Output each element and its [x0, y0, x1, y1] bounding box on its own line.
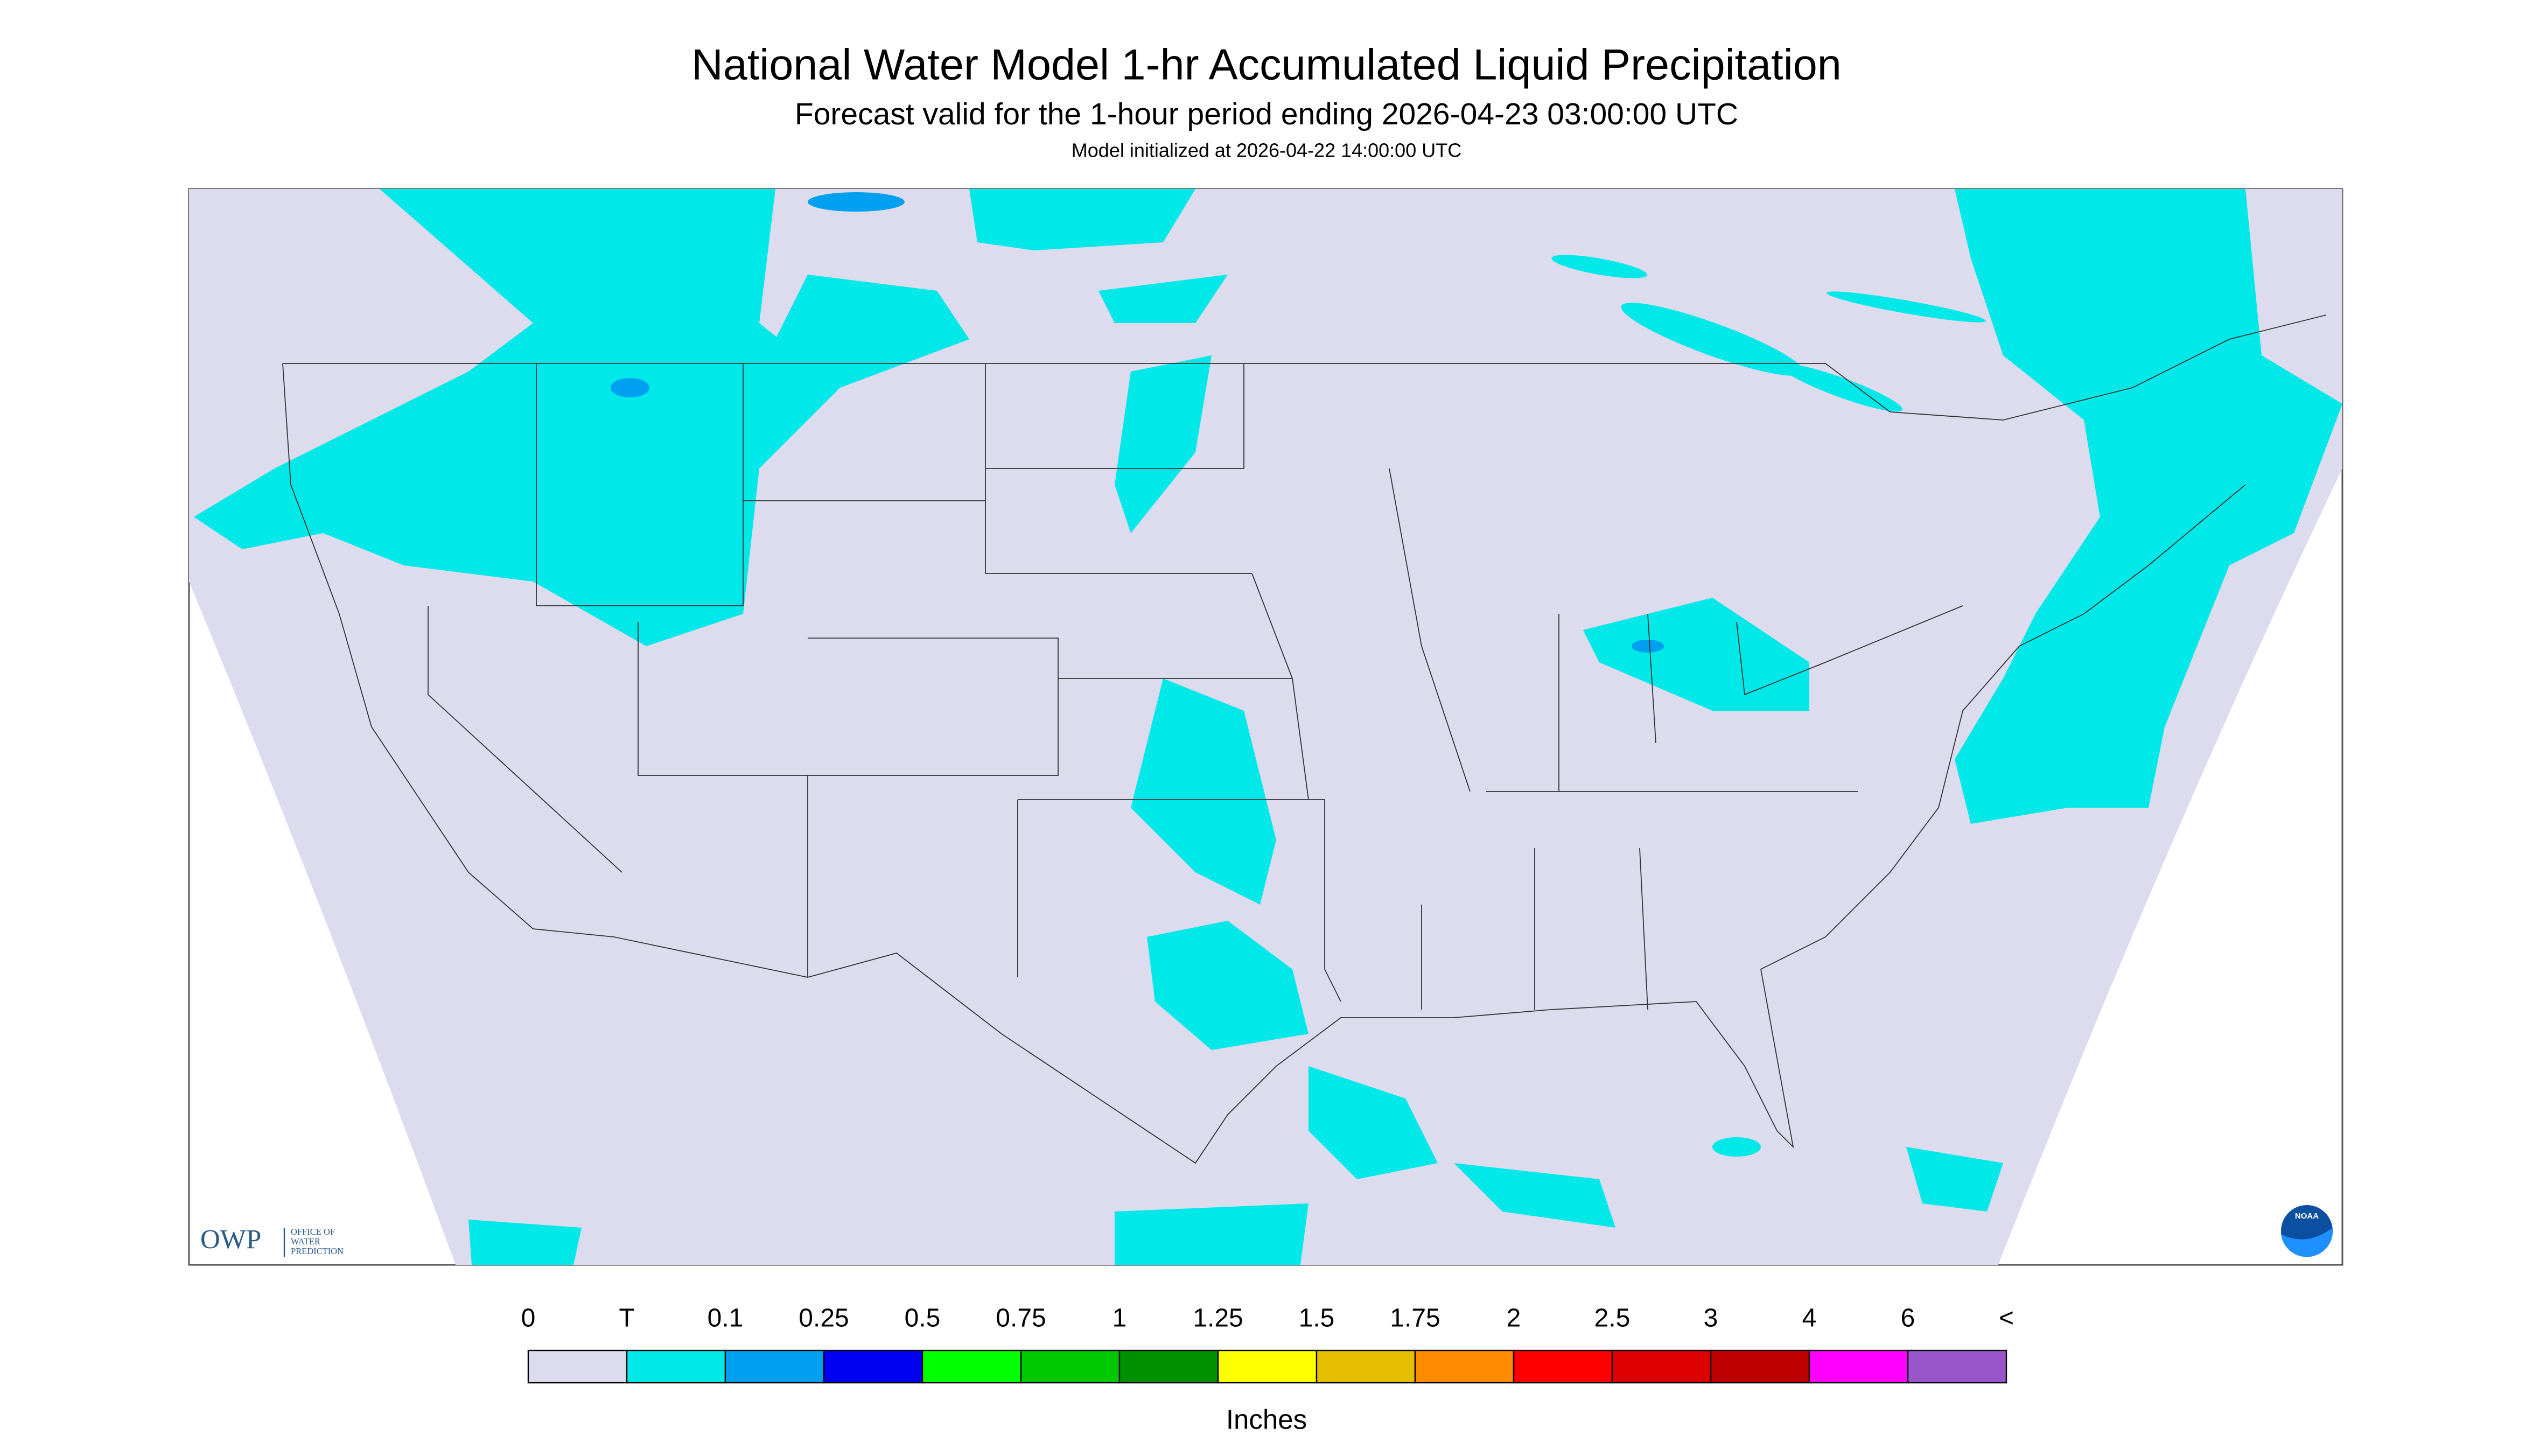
legend-label: 3 — [1704, 1304, 1718, 1333]
legend-swatch — [921, 1349, 1022, 1384]
legend-label: 0 — [521, 1304, 536, 1333]
legend-label: < — [1999, 1304, 2014, 1333]
legend-swatch — [1513, 1349, 1613, 1384]
logo-name: WATER — [291, 1236, 320, 1247]
legend-swatch — [1414, 1349, 1515, 1384]
legend-swatch — [1611, 1349, 1712, 1384]
logo-acronym: OWP — [200, 1225, 261, 1255]
logo-name: OFFICE OF — [291, 1227, 335, 1237]
legend-label: 1.25 — [1193, 1304, 1243, 1333]
boundaries — [282, 314, 2327, 1164]
legend-swatch — [1217, 1349, 1318, 1384]
legend-swatch — [823, 1349, 923, 1384]
title: National Water Model 1-hr Accumulated Li… — [691, 40, 1842, 89]
owp-logo: OWP OFFICE OF WATER PREDICTION — [200, 1225, 344, 1257]
legend-label: 0.75 — [996, 1304, 1046, 1333]
legend: Inches 0 T 0.1 0.25 0.5 0.75 1 1.25 1.5 1.75 2 2.5 3… — [521, 1304, 2014, 1435]
legend-label: 1 — [1112, 1304, 1127, 1333]
legend-label: 2 — [1507, 1304, 1521, 1333]
legend-label: 6 — [1901, 1304, 1915, 1333]
legend-swatch — [1907, 1349, 2007, 1384]
legend-swatch — [1808, 1349, 1909, 1384]
legend-swatch — [1710, 1349, 1810, 1384]
subtitle: Forecast valid for the 1-hour period end… — [795, 97, 1738, 131]
map: OWP OFFICE OF WATER PREDICTION NOAA — [188, 188, 2343, 1266]
legend-swatch — [724, 1349, 825, 1384]
legend-label: 1.5 — [1299, 1304, 1335, 1333]
legend-swatch — [1118, 1349, 1219, 1384]
legend-label: T — [619, 1304, 634, 1333]
legend-label: 0.5 — [905, 1304, 941, 1333]
legend-label: 2.5 — [1594, 1304, 1631, 1333]
noaa-text: NOAA — [2295, 1212, 2319, 1221]
legend-swatch — [626, 1349, 726, 1384]
legend-label: 1.75 — [1390, 1304, 1440, 1333]
legend-label: 0.1 — [708, 1304, 744, 1333]
logo-name: PREDICTION — [291, 1246, 344, 1256]
legend-swatch — [1020, 1349, 1121, 1384]
init-time: Model initialized at 2026-04-22 14:00:00… — [1072, 139, 1461, 162]
legend-swatch — [527, 1349, 628, 1384]
legend-label: 0.25 — [799, 1304, 849, 1333]
legend-unit: Inches — [1226, 1404, 1307, 1434]
noaa-logo: NOAA — [2281, 1205, 2333, 1257]
precip-areas — [194, 189, 2342, 1265]
legend-swatch — [1316, 1349, 1416, 1384]
legend-label: 4 — [1802, 1304, 1817, 1333]
